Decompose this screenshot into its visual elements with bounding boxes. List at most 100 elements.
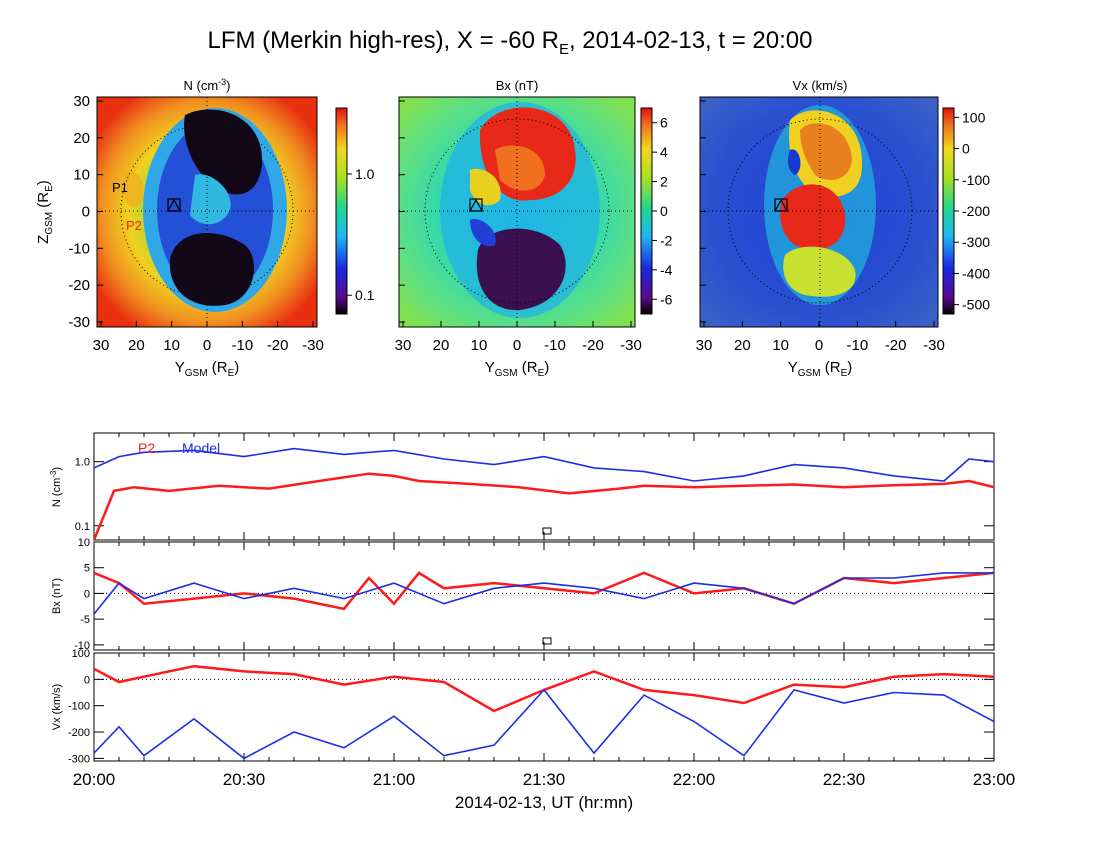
colorbar-bx: 6 4 2 0 -2 -4 -6 [640,107,673,315]
panel-ytick-label: -5 [80,614,90,626]
map-density: N (cm-3) P1 P2 1.0 0.1 [96,77,375,328]
colorbar-tick-label: -2 [660,232,673,248]
colorbar-tick-label: 100 [962,109,986,125]
colorbar-tick-label: -400 [962,265,990,281]
map-xtick-label: 10 [163,337,180,354]
map-xtick-label: 10 [471,337,488,354]
map-ytick-label: 30 [73,93,90,110]
colorbar-tick-label: 1.0 [355,166,375,182]
legend-p2: P2 [138,440,155,456]
colorbar-tick-label: -200 [962,203,990,219]
map-xtick-label: -20 [582,337,604,354]
map-xtick-label: -30 [923,337,945,354]
map-xlabel-1: YGSM (RE) [175,359,239,379]
map-ytick-label: -20 [68,277,90,294]
map-xtick-label: -30 [620,337,642,354]
figure-title: LFM (Merkin high-res), X = -60 RE, 2014-… [208,27,813,58]
map-ylabel: ZGSM (RE) [35,180,55,244]
colorbar-tick-label: -4 [660,262,673,278]
map-ytick-label: -10 [68,240,90,257]
colorbar-vx: 100 0 -100 -200 -300 -400 -500 [942,107,990,315]
map-xtick-label: 30 [395,337,412,354]
panel-ytick-label: 100 [72,648,90,660]
map-xtick-label: -10 [544,337,566,354]
colorbar-density: 1.0 0.1 [335,107,375,315]
marker-triangle-vx [773,198,789,212]
panel-ytick-label: 5 [84,563,90,575]
map-xtick-label: 0 [203,337,211,354]
colorbar-tick-label: 6 [660,115,668,131]
legend-model: Model [182,440,220,456]
map-xlabel-2: YGSM (RE) [485,359,549,379]
map-ytick-label: 0 [82,204,90,221]
panel-ylabel-n: N (cm-3) [49,467,63,507]
map-ytick-label: 20 [73,130,90,147]
colorbar-tick-label: -300 [962,234,990,250]
map-title-bx: Bx (nT) [496,78,539,93]
series-line-model [94,572,994,615]
panel-ylabel-bx: Bx (nT) [51,578,63,614]
map-xtick-label: -10 [846,337,868,354]
marker-triangle [166,198,182,212]
map-xtick-label: 30 [93,337,110,354]
series-line-p2 [94,664,994,713]
panel-ytick-label: -100 [68,701,90,713]
map-bx: Bx (nT) 6 4 2 0 -2 -4 -6 [398,78,673,328]
colorbar-tick-label: 0.1 [355,287,375,303]
panel-ytick-label: 10 [78,537,90,549]
panel-ylabel-vx: Vx (km/s) [51,684,63,730]
map-xtick-label: 10 [772,337,789,354]
panel-ytick-label: -200 [68,727,90,739]
map-title-vx: Vx (km/s) [793,78,848,93]
map-ytick-label: -30 [68,314,90,331]
map-xtick-label: -30 [302,337,324,354]
panel-series-group [94,571,994,615]
time-tick-label: 23:00 [973,770,1016,789]
map-xtick-label: 30 [696,337,713,354]
panel-ytick-label: -10 [74,640,90,652]
panel-ytick-label: -300 [68,753,90,765]
colorbar-tick-label: -500 [962,297,990,313]
map-xtick-label: 0 [815,337,823,354]
series-line-p2 [94,472,994,540]
time-tick-label: 21:30 [523,770,566,789]
colorbar-tick-label: -6 [660,291,673,307]
map-xtick-label: -10 [231,337,253,354]
map-xtick-label: 0 [513,337,521,354]
label-p1: P1 [112,180,128,195]
panel-series-group [94,664,994,760]
marker-triangle-bx [468,198,484,212]
map-xtick-label: 20 [433,337,450,354]
map-title-density: N (cm-3) [183,77,230,93]
panel-series-group [94,447,994,540]
colorbar-tick-label: 4 [660,144,668,160]
series-line-model [94,447,994,482]
small-square-markers [542,527,552,645]
map-ytick-label: 10 [73,167,90,184]
colorbar-tick-label: 0 [660,203,668,219]
panel-ytick-label: 1.0 [75,457,90,469]
colorbar-tick-label: 2 [660,174,668,190]
colorbar-tick-label: -100 [962,172,990,188]
series-line-model [94,688,994,760]
time-tick-label: 22:00 [673,770,716,789]
map-xtick-label: 20 [128,337,145,354]
panel-ytick-label: 0.1 [75,521,90,533]
panel-ytick-label: 0 [84,588,90,600]
time-tick-label: 21:00 [373,770,416,789]
map-xtick-label: -20 [885,337,907,354]
map-xtick-label: -20 [267,337,289,354]
map-xlabel-3: YGSM (RE) [788,359,852,379]
time-tick-label: 22:30 [823,770,866,789]
map-vx: Vx (km/s) 100 0 -100 -200 -300 -400 -500 [699,78,990,328]
label-p2: P2 [126,218,142,233]
colorbar-tick-label: 0 [962,141,970,157]
panel-ytick-label: 0 [84,674,90,686]
time-axis-label: 2014-02-13, UT (hr:mn) [455,793,633,812]
map-xtick-label: 20 [734,337,751,354]
time-tick-label: 20:00 [73,770,116,789]
time-tick-label: 20:30 [223,770,266,789]
